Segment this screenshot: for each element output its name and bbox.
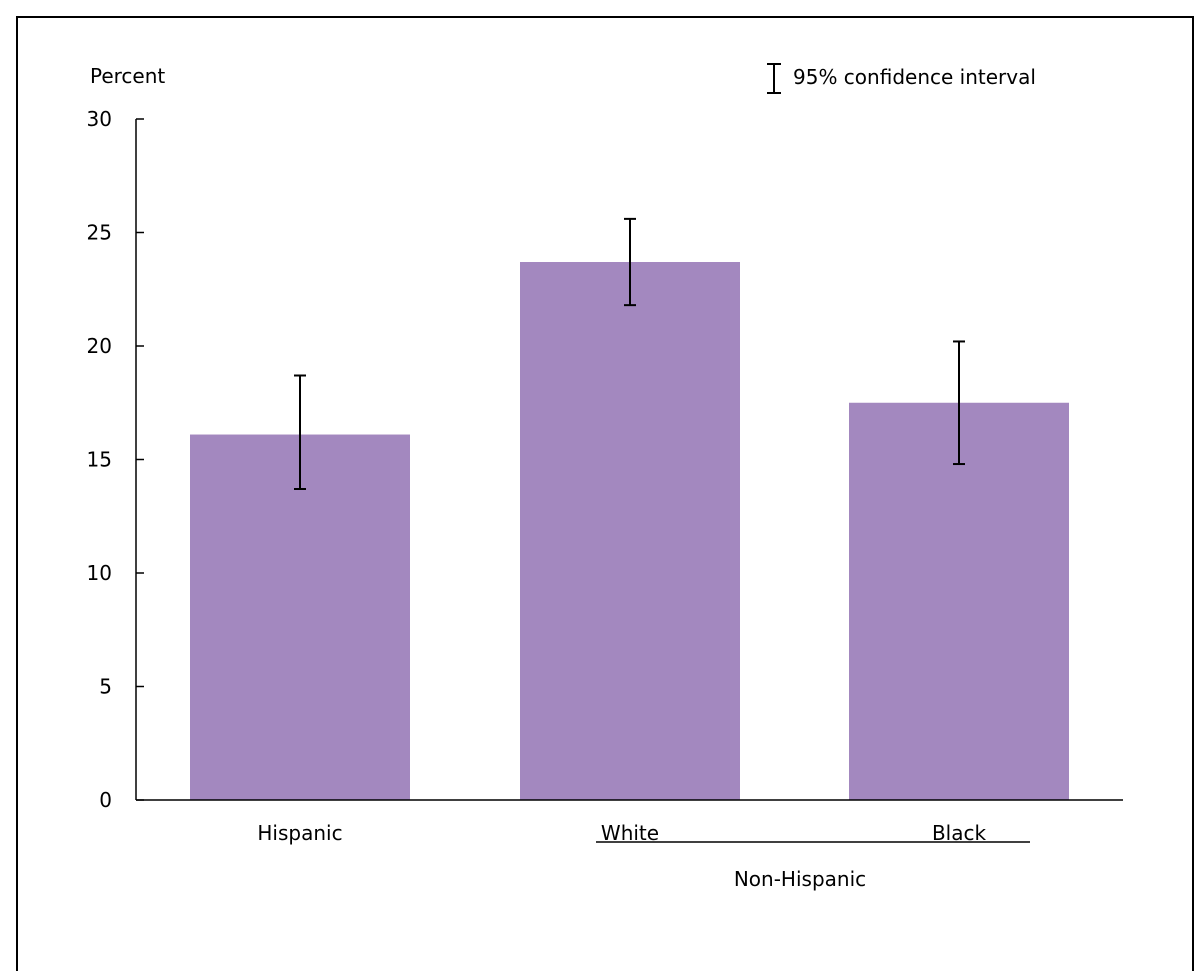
x-tick-label-hispanic: Hispanic [257,821,342,845]
x-tick-labels: Hispanic White Black [257,821,986,845]
group-label-text: Non-Hispanic [734,867,866,891]
y-tick-label: 25 [87,221,112,245]
legend: 95% confidence interval [767,63,1036,94]
y-tick-label: 5 [99,675,112,699]
y-tick-label: 10 [87,561,112,585]
y-tick-label: 15 [87,448,112,472]
x-tick-label-black: Black [932,821,987,845]
y-ticks: 0 5 10 15 20 25 30 [87,107,144,812]
legend-label: 95% confidence interval [793,65,1036,89]
group-label: Non-Hispanic [596,841,1030,891]
error-bars [294,217,965,491]
bar-white [520,262,740,800]
bar-black [849,402,1069,800]
y-tick-label: 20 [87,334,112,358]
y-tick-label: 30 [87,107,112,131]
bar-hispanic [190,434,410,800]
chart-frame [16,16,1194,971]
y-tick-label: 0 [99,788,112,812]
x-tick-label-white: White [601,821,659,845]
y-axis-label: Percent [90,64,165,88]
bars [190,262,1069,800]
